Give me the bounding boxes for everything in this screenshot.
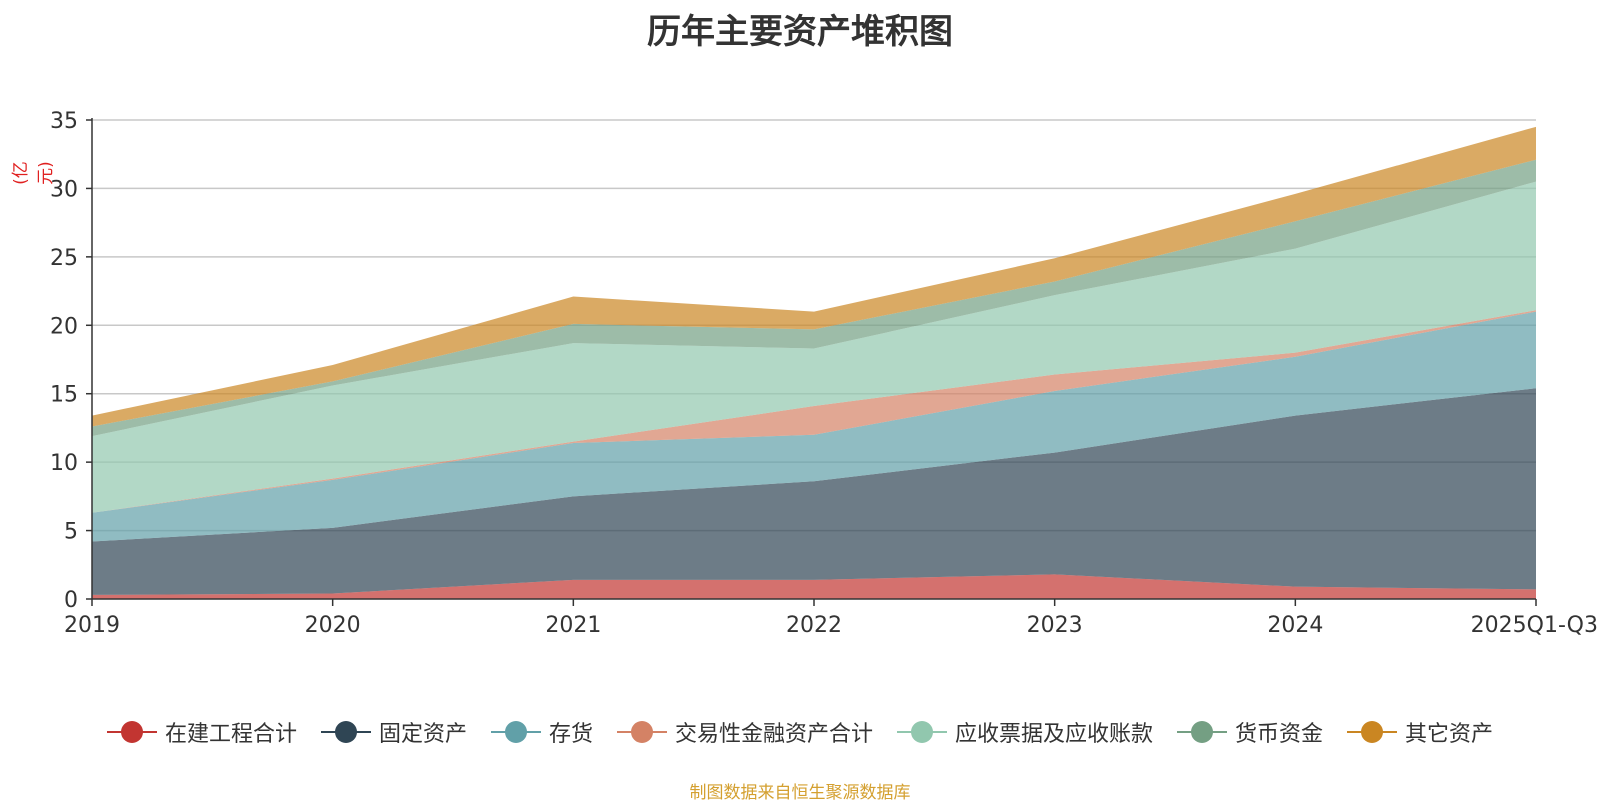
y-tick-label: 30 bbox=[50, 177, 78, 202]
y-tick-label: 15 bbox=[50, 383, 78, 408]
y-tick-label: 0 bbox=[64, 588, 78, 613]
legend-marker-icon bbox=[897, 720, 947, 744]
legend: 在建工程合计 固定资产 存货 交易性金融资产合计 应收票据及应收账款 货币资金 其它资产 bbox=[0, 716, 1600, 748]
legend-marker-dot bbox=[1191, 721, 1214, 743]
legend-marker-dot bbox=[911, 721, 933, 743]
legend-label: 其它资产 bbox=[1405, 722, 1494, 747]
legend-marker-dot bbox=[120, 721, 143, 743]
area-交易性金融资产合计 bbox=[92, 310, 1536, 513]
legend-label: 固定资产 bbox=[378, 722, 467, 747]
data-source-note: 制图数据来自恒生聚源数据库 bbox=[689, 783, 911, 803]
legend-marker-icon bbox=[616, 720, 667, 744]
x-tick-label: 2024 bbox=[1267, 613, 1323, 638]
legend-item[interactable]: 固定资产 bbox=[320, 716, 467, 748]
legend-marker-icon bbox=[106, 720, 157, 744]
legend-marker-icon bbox=[1347, 720, 1398, 744]
area-应收票据及应收账款 bbox=[92, 181, 1536, 513]
legend-label: 交易性金融资产合计 bbox=[674, 722, 873, 747]
legend-marker-dot bbox=[334, 721, 357, 743]
legend-marker-dot bbox=[1361, 721, 1384, 743]
x-tick-label: 2022 bbox=[786, 613, 842, 638]
legend-item[interactable]: 应收票据及应收账款 bbox=[897, 716, 1153, 748]
x-tick-label: 2023 bbox=[1027, 613, 1083, 638]
area-其它资产 bbox=[92, 126, 1536, 427]
legend-label: 存货 bbox=[548, 722, 593, 747]
legend-marker-icon bbox=[1177, 720, 1228, 744]
legend-label: 在建工程合计 bbox=[164, 722, 297, 747]
legend-item[interactable]: 货币资金 bbox=[1177, 716, 1323, 748]
y-tick-label: 5 bbox=[64, 520, 78, 545]
x-tick-label: 2021 bbox=[545, 613, 601, 638]
area-存货 bbox=[92, 311, 1536, 542]
area-layer bbox=[92, 126, 1536, 599]
legend-label: 应收票据及应收账款 bbox=[955, 722, 1154, 747]
x-tick-label: 2019 bbox=[64, 613, 120, 638]
y-tick-label: 25 bbox=[50, 246, 78, 271]
legend-marker-icon bbox=[490, 720, 541, 744]
legend-label: 货币资金 bbox=[1235, 722, 1324, 747]
y-tick-label: 20 bbox=[50, 314, 78, 339]
chart-title: 历年主要资产堆积图 bbox=[647, 12, 953, 52]
legend-marker-icon bbox=[320, 720, 371, 744]
x-tick-label: 2020 bbox=[305, 613, 361, 638]
legend-item[interactable]: 交易性金融资产合计 bbox=[616, 716, 873, 748]
legend-item[interactable]: 存货 bbox=[490, 716, 593, 748]
legend-item[interactable]: 在建工程合计 bbox=[106, 716, 297, 748]
y-tick-label: 35 bbox=[50, 109, 78, 134]
legend-item[interactable]: 其它资产 bbox=[1347, 716, 1493, 748]
axis-layer: 0 5 10 15 20 25 30 35 2019 2020 2021 2022 2023 2024 20… bbox=[50, 109, 1598, 638]
y-tick-label: 10 bbox=[50, 451, 78, 476]
x-tick-label: 2025Q1-Q3 bbox=[1471, 613, 1598, 638]
legend-marker-dot bbox=[504, 721, 527, 743]
area-固定资产 bbox=[92, 388, 1536, 595]
legend-marker-dot bbox=[630, 721, 653, 743]
